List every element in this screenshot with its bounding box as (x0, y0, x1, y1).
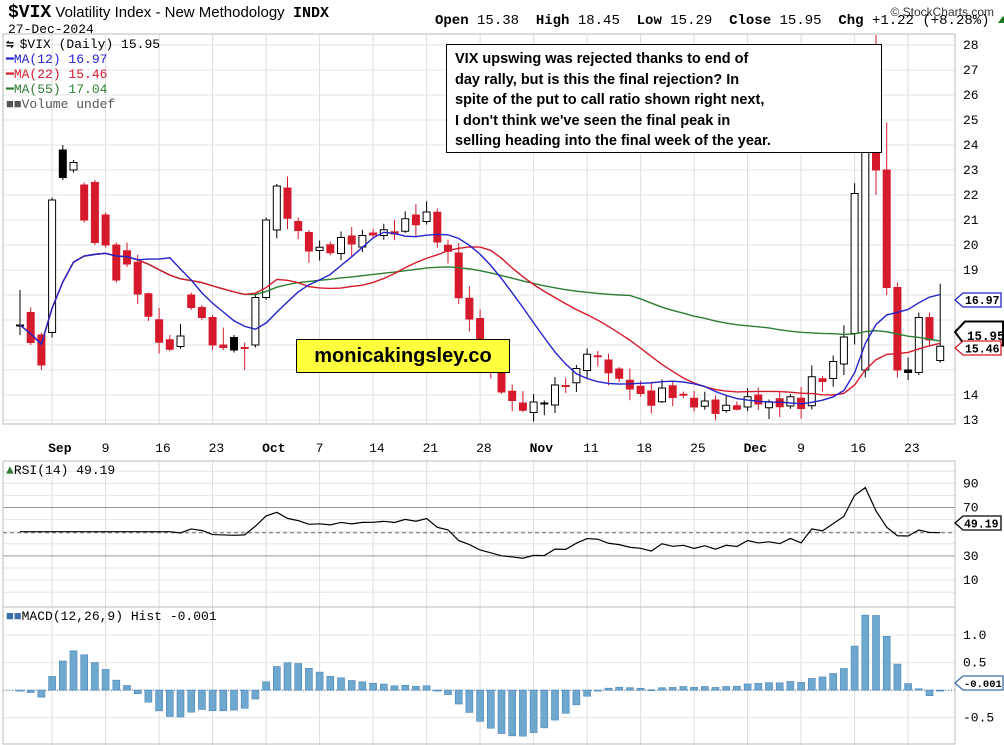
svg-text:49.19: 49.19 (964, 519, 999, 532)
svg-text:15.46: 15.46 (965, 344, 1000, 357)
svg-text:16.97: 16.97 (965, 295, 1000, 308)
svg-text:-0.001: -0.001 (964, 679, 1002, 691)
